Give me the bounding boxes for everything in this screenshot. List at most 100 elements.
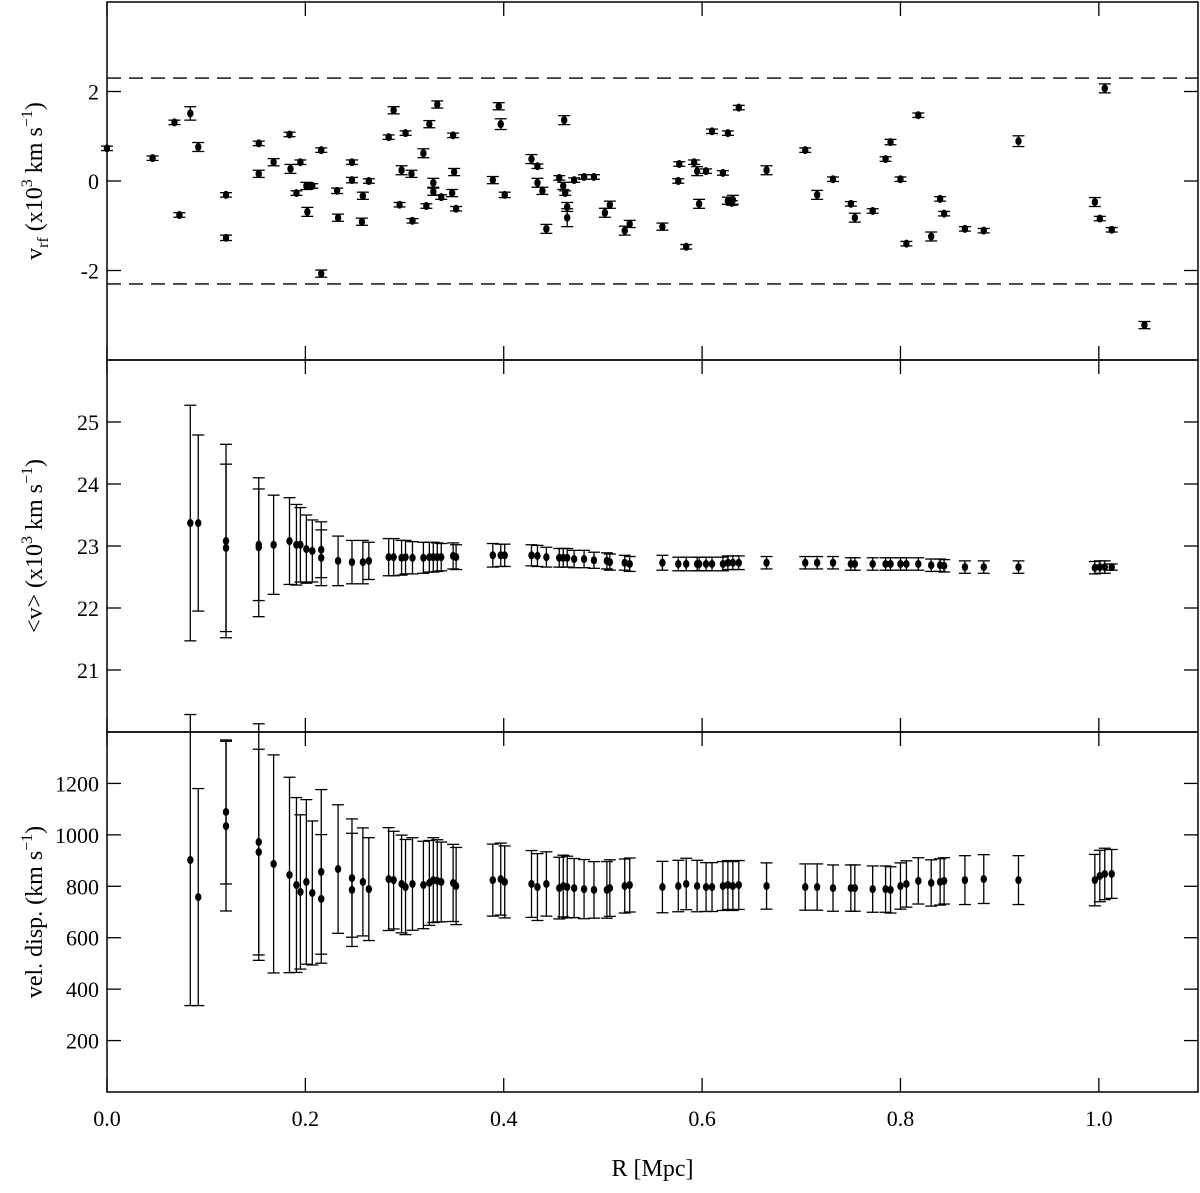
data-point (693, 882, 701, 891)
data-point (309, 181, 316, 190)
y-tick-label: -2 (81, 259, 99, 284)
data-point (961, 876, 969, 885)
data-point (564, 202, 571, 211)
data-point (940, 209, 948, 218)
data-point (402, 129, 409, 138)
y-axis-label-part: km s (22, 484, 48, 536)
data-point (534, 551, 541, 560)
data-point (882, 559, 889, 568)
data-point (695, 559, 703, 568)
data-point (303, 877, 310, 886)
data-point (887, 885, 894, 894)
x-tick-label: 0.4 (490, 1106, 518, 1131)
data-point (626, 219, 633, 228)
data-point (409, 553, 416, 562)
data-point (851, 559, 859, 568)
data-point (702, 167, 710, 176)
data-point (385, 875, 392, 884)
y-tick-label: 23 (77, 534, 99, 559)
data-point (724, 129, 732, 138)
data-point (489, 551, 497, 560)
data-point (659, 883, 666, 892)
data-point (1101, 563, 1108, 572)
data-point (564, 213, 571, 222)
data-point (897, 559, 904, 568)
data-point (763, 882, 770, 891)
data-point (195, 142, 202, 151)
data-point (334, 556, 342, 565)
data-point (402, 883, 409, 892)
data-point (1015, 563, 1022, 572)
data-point (333, 186, 341, 195)
data-point (420, 881, 427, 889)
data-point (961, 224, 969, 233)
data-point (497, 120, 504, 129)
data-point (255, 169, 262, 178)
data-point (980, 875, 987, 884)
data-point (590, 885, 598, 894)
data-point (449, 131, 457, 140)
data-point (560, 181, 567, 190)
data-point (675, 882, 682, 891)
data-point (318, 146, 325, 155)
data-point (813, 558, 821, 567)
data-point (1108, 225, 1115, 234)
data-point (365, 885, 373, 894)
x-tick-label: 0.0 (93, 1106, 121, 1131)
data-point (222, 190, 230, 199)
data-point (980, 563, 987, 572)
data-point (430, 187, 437, 196)
data-point (683, 242, 690, 251)
data-point (1096, 563, 1104, 572)
data-point (187, 856, 194, 865)
data-point (359, 877, 367, 886)
y-axis-label-part: −1 (19, 467, 36, 484)
data-point (286, 130, 293, 139)
data-point (719, 168, 727, 177)
data-point (626, 559, 633, 568)
y-axis-label-part: km s (22, 127, 48, 179)
y-tick-label: 600 (66, 926, 99, 951)
data-point (851, 213, 859, 222)
data-point (434, 100, 441, 109)
data-point (763, 166, 770, 175)
data-point (802, 883, 809, 892)
data-point (539, 186, 546, 195)
data-point (564, 553, 571, 562)
data-point (940, 876, 948, 885)
data-point (683, 879, 690, 888)
y-axis-label-part: ) (22, 102, 48, 110)
data-point (1101, 869, 1108, 878)
y-axis-label-part: −1 (19, 834, 36, 851)
data-point (570, 884, 578, 893)
y-axis-label: vrf (x103 km s−1) (19, 102, 52, 260)
data-point (438, 193, 445, 202)
data-point (1141, 321, 1148, 330)
data-point (915, 111, 922, 120)
y-tick-label: 800 (66, 874, 99, 899)
data-point (420, 553, 427, 562)
data-point (348, 885, 356, 894)
data-point (359, 558, 367, 567)
y-axis-label-part: <v> (x10 (22, 544, 48, 633)
data-point (1015, 137, 1022, 146)
data-point (580, 172, 588, 181)
data-point (187, 519, 194, 528)
data-point (358, 217, 366, 226)
data-point (693, 167, 701, 176)
data-point (255, 139, 262, 148)
y-tick-label: 0 (88, 169, 99, 194)
y-axis-label-part: −1 (19, 110, 36, 127)
data-point (543, 553, 550, 562)
data-point (897, 175, 904, 184)
data-point (1101, 84, 1108, 93)
data-point (1091, 563, 1099, 572)
data-point (287, 164, 294, 173)
data-point (556, 173, 563, 182)
data-point (409, 216, 416, 225)
data-point (683, 559, 690, 568)
data-point (1015, 876, 1022, 885)
data-point (187, 109, 194, 118)
data-point (659, 558, 666, 567)
